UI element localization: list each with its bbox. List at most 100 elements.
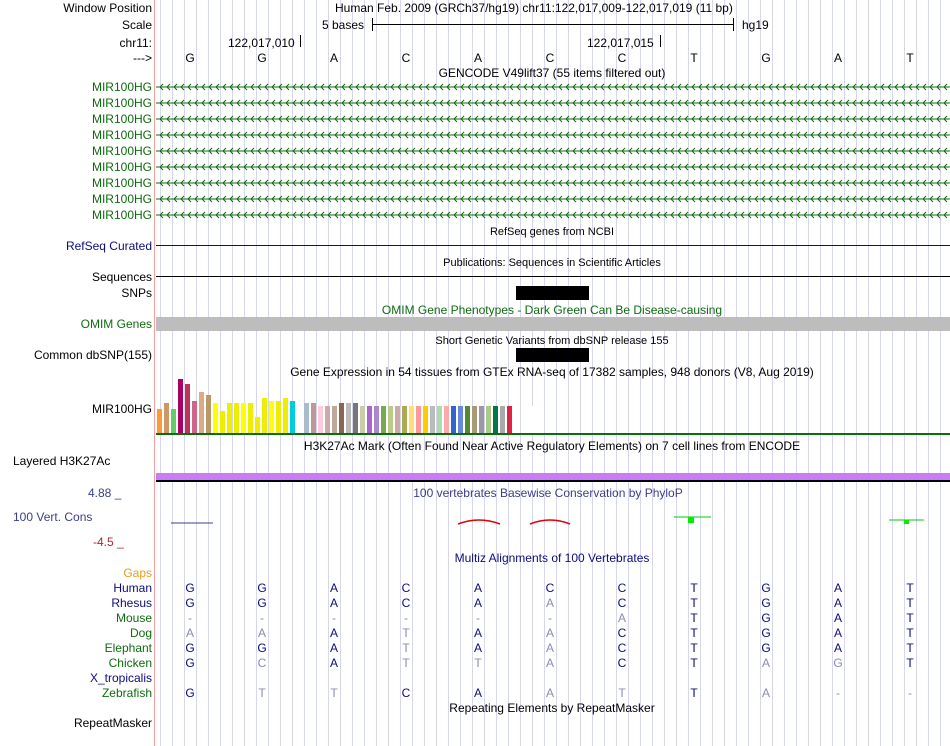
gtex-tissue-bar[interactable] — [241, 403, 247, 433]
gtex-tissue-bar[interactable] — [500, 406, 506, 433]
species-label[interactable]: X_tropicalis — [89, 671, 152, 685]
gtex-tissue-bar[interactable] — [423, 406, 429, 433]
refseq-feature-line[interactable] — [156, 245, 950, 246]
gtex-tissue-bar[interactable] — [458, 406, 464, 433]
gencode-transcript-line[interactable] — [156, 114, 950, 124]
gtex-tissue-bar[interactable] — [339, 403, 345, 433]
multiz-track-title[interactable]: Multiz Alignments of 100 Vertebrates — [454, 551, 650, 565]
gtex-tissue-bar[interactable] — [199, 392, 205, 433]
refseq-track-title[interactable]: RefSeq genes from NCBI — [489, 226, 615, 238]
snps-track-label[interactable]: SNPs — [121, 286, 152, 300]
gtex-tissue-bar[interactable] — [290, 401, 296, 433]
species-label[interactable]: Mouse — [115, 611, 152, 625]
gencode-transcript-line[interactable] — [156, 210, 950, 220]
gtex-tissue-bar[interactable] — [220, 411, 226, 433]
cons-track-title[interactable]: 100 vertebrates Basewise Conservation by… — [413, 486, 683, 500]
gtex-tissue-bar[interactable] — [332, 406, 338, 433]
gtex-tissue-bar[interactable] — [444, 406, 450, 433]
omim-track-title[interactable]: OMIM Gene Phenotypes - Dark Green Can Be… — [381, 303, 723, 317]
gtex-tissue-bar[interactable] — [304, 403, 310, 433]
gtex-tissue-bar[interactable] — [388, 406, 394, 433]
gtex-track-label[interactable]: MIR100HG — [91, 402, 152, 416]
gtex-tissue-bar[interactable] — [178, 379, 184, 433]
gtex-track-title[interactable]: Gene Expression in 54 tissues from GTEx … — [290, 365, 814, 379]
gtex-tissue-bar[interactable] — [395, 406, 401, 433]
gencode-transcript-line[interactable] — [156, 130, 950, 140]
dbsnp-track-title[interactable]: Short Genetic Variants from dbSNP releas… — [435, 335, 669, 347]
omim-feature[interactable] — [156, 317, 950, 331]
gtex-tissue-bar[interactable] — [192, 401, 198, 433]
omim-track-label[interactable]: OMIM Genes — [80, 317, 152, 331]
gtex-tissue-bar[interactable] — [248, 403, 254, 433]
species-label[interactable]: Dog — [129, 626, 152, 640]
gtex-tissue-bar[interactable] — [360, 406, 366, 433]
cons-wiggle-plot[interactable] — [156, 508, 950, 532]
gencode-transcript-label[interactable]: MIR100HG — [91, 192, 152, 206]
gtex-tissue-bar[interactable] — [493, 406, 499, 433]
gtex-tissue-bar[interactable] — [157, 409, 163, 433]
publications-feature-line[interactable] — [156, 276, 950, 277]
h3k27ac-track-title[interactable]: H3K27Ac Mark (Often Found Near Active Re… — [303, 439, 801, 453]
gtex-tissue-bar[interactable] — [185, 384, 191, 433]
gencode-transcript-line[interactable] — [156, 146, 950, 156]
refseq-track-label[interactable]: RefSeq Curated — [65, 239, 152, 253]
gtex-tissue-bar[interactable] — [381, 406, 387, 433]
gtex-tissue-bar[interactable] — [255, 417, 261, 433]
gencode-transcript-label[interactable]: MIR100HG — [91, 128, 152, 142]
gtex-tissue-bar[interactable] — [318, 406, 324, 433]
gencode-transcript-line[interactable] — [156, 178, 950, 188]
gtex-tissue-bar[interactable] — [451, 406, 457, 433]
gtex-tissue-bar[interactable] — [374, 406, 380, 433]
gtex-tissue-bar[interactable] — [227, 403, 233, 433]
species-label[interactable]: Elephant — [104, 641, 152, 655]
gtex-tissue-bar[interactable] — [171, 409, 177, 433]
gencode-track-title[interactable]: GENCODE V49lift37 (55 items filtered out… — [438, 66, 666, 80]
dbsnp-feature[interactable] — [516, 348, 589, 362]
snp-feature[interactable] — [516, 286, 589, 300]
gtex-tissue-bar[interactable] — [269, 401, 275, 433]
gencode-transcript-label[interactable]: MIR100HG — [91, 80, 152, 94]
gtex-tissue-bar[interactable] — [472, 406, 478, 433]
species-label[interactable]: Human — [113, 581, 152, 595]
gtex-tissue-bar[interactable] — [311, 403, 317, 433]
gencode-transcript-label[interactable]: MIR100HG — [91, 160, 152, 174]
gencode-transcript-line[interactable] — [156, 162, 950, 172]
gencode-transcript-label[interactable]: MIR100HG — [91, 144, 152, 158]
gtex-tissue-bar[interactable] — [213, 403, 219, 433]
publications-track-title[interactable]: Publications: Sequences in Scientific Ar… — [443, 257, 661, 269]
publications-track-label[interactable]: Sequences — [91, 270, 152, 284]
gtex-tissue-bar[interactable] — [479, 406, 485, 433]
repeatmasker-track-label[interactable]: RepeatMasker — [73, 716, 152, 730]
dbsnp-track-label[interactable]: Common dbSNP(155) — [33, 348, 152, 362]
species-label[interactable]: Rhesus — [111, 596, 152, 610]
gtex-tissue-bar[interactable] — [507, 406, 513, 433]
gtex-tissue-bar[interactable] — [262, 398, 268, 433]
gtex-tissue-bar[interactable] — [402, 406, 408, 433]
h3k27ac-track-label[interactable]: Layered H3K27Ac — [13, 454, 111, 468]
gtex-tissue-bar[interactable] — [416, 406, 422, 433]
gtex-tissue-bar[interactable] — [367, 406, 373, 433]
gtex-tissue-bar[interactable] — [528, 406, 534, 433]
gencode-transcript-line[interactable] — [156, 98, 950, 108]
gencode-transcript-label[interactable]: MIR100HG — [91, 112, 152, 126]
gencode-transcript-label[interactable]: MIR100HG — [91, 208, 152, 222]
cons-track-label[interactable]: 100 Vert. Cons — [13, 510, 93, 524]
gtex-tissue-bar[interactable] — [521, 406, 527, 433]
species-label[interactable]: Zebrafish — [101, 686, 152, 700]
gtex-tissue-bar[interactable] — [353, 403, 359, 433]
gtex-tissue-bar[interactable] — [486, 406, 492, 433]
species-label[interactable]: Chicken — [108, 656, 152, 670]
gtex-tissue-bar[interactable] — [465, 406, 471, 433]
gtex-tissue-bar[interactable] — [325, 406, 331, 433]
gtex-tissue-bar[interactable] — [430, 406, 436, 433]
repeatmasker-track-title[interactable]: Repeating Elements by RepeatMasker — [449, 701, 655, 715]
gtex-tissue-bar[interactable] — [283, 398, 289, 433]
gencode-transcript-label[interactable]: MIR100HG — [91, 96, 152, 110]
gtex-tissue-bar[interactable] — [437, 406, 443, 433]
gtex-tissue-bar[interactable] — [297, 403, 303, 433]
gtex-tissue-bar[interactable] — [514, 406, 520, 433]
gtex-tissue-bar[interactable] — [206, 395, 212, 433]
h3k27ac-signal[interactable] — [156, 473, 950, 480]
gtex-tissue-bar[interactable] — [234, 403, 240, 433]
gencode-transcript-line[interactable] — [156, 194, 950, 204]
